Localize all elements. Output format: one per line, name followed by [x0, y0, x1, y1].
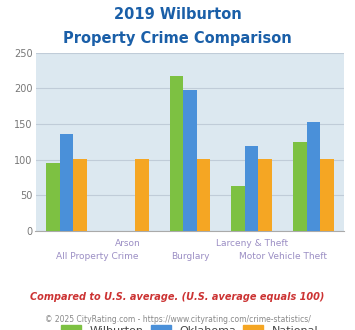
Text: 2019 Wilburton: 2019 Wilburton	[114, 7, 241, 21]
Bar	[73, 159, 87, 231]
Bar	[258, 159, 272, 231]
Bar	[245, 146, 258, 231]
Bar	[197, 159, 210, 231]
Text: All Property Crime: All Property Crime	[56, 252, 138, 261]
Text: Burglary: Burglary	[171, 252, 209, 261]
Bar	[170, 76, 183, 231]
Legend: Wilburton, Oklahoma, National: Wilburton, Oklahoma, National	[61, 325, 319, 330]
Text: Motor Vehicle Theft: Motor Vehicle Theft	[239, 252, 327, 261]
Bar	[60, 134, 73, 231]
Bar	[183, 90, 197, 231]
Bar	[307, 122, 320, 231]
Bar	[231, 186, 245, 231]
Text: Arson: Arson	[115, 239, 141, 248]
Bar	[135, 159, 148, 231]
Bar	[46, 163, 60, 231]
Bar	[320, 159, 334, 231]
Text: Compared to U.S. average. (U.S. average equals 100): Compared to U.S. average. (U.S. average …	[30, 292, 325, 302]
Text: Property Crime Comparison: Property Crime Comparison	[63, 31, 292, 46]
Text: © 2025 CityRating.com - https://www.cityrating.com/crime-statistics/: © 2025 CityRating.com - https://www.city…	[45, 315, 310, 324]
Bar	[293, 142, 307, 231]
Text: Larceny & Theft: Larceny & Theft	[215, 239, 288, 248]
